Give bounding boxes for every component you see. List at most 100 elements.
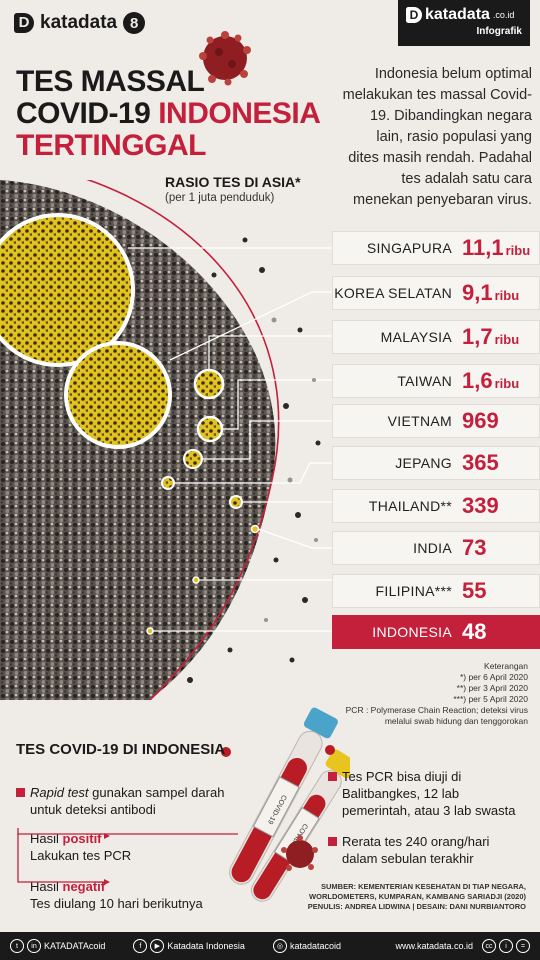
country-name: INDIA — [413, 540, 452, 556]
country-value: 73 — [462, 535, 540, 561]
brand-suffix: .co.id — [492, 10, 515, 20]
value-number: 48 — [462, 619, 487, 644]
cc-icon: cc — [482, 939, 496, 953]
value-unit: ribu — [494, 376, 520, 391]
negative-word: negatif — [62, 879, 106, 894]
linkedin-handle: KATADATAcoid — [44, 941, 106, 951]
avg-block: Rerata tes 240 orang/hari dalam sebulan … — [328, 833, 528, 867]
value-number: 339 — [462, 493, 499, 518]
footer-facebook[interactable]: f ▶ Katadata Indonesia — [133, 939, 245, 953]
india-circle — [250, 524, 260, 534]
ratio-title: RASIO TES DI ASIA* — [165, 174, 301, 190]
taiwan-circle — [196, 415, 224, 443]
country-value: 55 — [462, 578, 540, 604]
logo-mark: D — [14, 13, 34, 33]
brand-mark: D — [406, 7, 422, 23]
negative-prefix: Hasil — [30, 879, 63, 894]
note-1: *) per 6 April 2020 — [459, 672, 528, 682]
country-name: TAIWAN — [397, 373, 452, 389]
country-name: INDONESIA — [372, 624, 452, 640]
country-name: VIETNAM — [387, 413, 452, 429]
note-2: **) per 3 April 2020 — [456, 683, 528, 693]
value-number: 1,7 — [462, 324, 493, 349]
indonesia-circle — [146, 627, 154, 635]
logo-text: katadata — [40, 12, 118, 33]
positive-action: Lakukan tes PCR — [30, 848, 132, 863]
rapid-test-block: Rapid test gunakan sampel darah untuk de… — [16, 784, 226, 818]
noderivs-icon: = — [516, 939, 530, 953]
attribution-icon: i — [499, 939, 513, 953]
bullet-square — [328, 837, 337, 846]
country-row-thailand: THAILAND** 339 — [332, 489, 540, 523]
blood-drop-icon — [221, 747, 231, 757]
site-url: www.katadata.co.id — [395, 941, 473, 951]
value-unit: ribu — [494, 332, 520, 347]
intro-text: Indonesia belum optimal melakukan tes ma… — [342, 66, 532, 208]
notes: Keterangan *) per 6 April 2020 **) per 3… — [330, 661, 528, 727]
note-3: ***) per 5 April 2020 — [453, 694, 528, 704]
vietnam-circle — [183, 449, 203, 469]
positive-word: positif — [62, 831, 102, 846]
value-unit: ribu — [505, 243, 531, 258]
bullet-square — [328, 772, 337, 781]
avg-text: Rerata tes 240 orang/hari dalam sebulan … — [342, 834, 490, 866]
brand-sub: Infografik — [476, 26, 522, 37]
instagram-handle: katadatacoid — [289, 941, 341, 951]
notes-heading: Keterangan — [484, 661, 528, 671]
country-value: 1,7 ribu — [462, 324, 540, 350]
connector-taiwan — [222, 379, 332, 430]
ratio-ring — [86, 180, 280, 700]
country-value: 11,1 ribu — [462, 235, 540, 261]
country-name: SINGAPURA — [366, 240, 452, 256]
katadata-logo[interactable]: D katadata 8 — [14, 12, 146, 34]
philippines-circle — [192, 576, 200, 584]
credits-line: PENULIS: ANDREA LIDWINA | DESAIN: DANI N… — [307, 902, 526, 911]
country-value: 1,6 ribu — [462, 368, 540, 394]
tests-title: TES COVID-19 DI INDONESIA — [16, 741, 226, 758]
pcr-labs-text: Tes PCR bisa diuji di Balitbangkes, 12 l… — [342, 769, 516, 818]
value-number: 11,1 — [462, 235, 504, 260]
connector-india — [257, 528, 332, 549]
country-name: THAILAND** — [368, 498, 452, 514]
footer-site[interactable]: www.katadata.co.id cc i = — [395, 939, 530, 953]
value-number: 9,1 — [462, 280, 493, 305]
linkedin-icon: in — [27, 939, 41, 953]
country-row-jepang: JEPANG 365 — [332, 446, 540, 480]
japan-circle — [161, 476, 175, 490]
note-pcr: PCR : Polymerase Chain Reaction; deteksi… — [345, 705, 528, 726]
country-row-malaysia: MALAYSIA 1,7 ribu — [332, 320, 540, 354]
yellow-cap-icon — [325, 749, 350, 779]
title-line-1: TES MASSAL — [16, 65, 205, 98]
country-value: 9,1 ribu — [462, 280, 540, 306]
facebook-handle: Katadata Indonesia — [167, 941, 245, 951]
country-value: 365 — [462, 450, 540, 476]
flow-arrows — [17, 828, 238, 885]
page-title: TES MASSAL COVID-19 INDONESIA TERTINGGAL — [16, 65, 321, 162]
source-credits: SUMBER: KEMENTERIAN KESEHATAN DI TIAP NE… — [294, 882, 526, 912]
country-name: KOREA SELATAN — [334, 285, 452, 301]
country-value: 48 — [462, 619, 540, 645]
title-line-2-a: COVID-19 — [16, 97, 159, 130]
ratio-subtitle: (per 1 juta penduduk) — [165, 192, 275, 204]
bullet-square — [16, 788, 25, 797]
footer-linkedin[interactable]: t in KATADATAcoid — [10, 939, 105, 953]
title-line-3: TERTINGGAL — [16, 129, 207, 162]
value-unit: ribu — [494, 288, 520, 303]
singapore-circle — [0, 213, 135, 367]
source-line: SUMBER: KEMENTERIAN KESEHATAN DI TIAP NE… — [309, 882, 526, 901]
title-line-2: COVID-19 INDONESIA — [16, 97, 321, 130]
country-row-india: INDIA 73 — [332, 531, 540, 565]
connector-vietnam — [202, 420, 332, 460]
thailand-circle — [229, 495, 243, 509]
country-name: MALAYSIA — [380, 329, 452, 345]
country-row-indonesia: INDONESIA 48 — [332, 615, 540, 649]
footer-instagram[interactable]: ◎ katadatacoid — [272, 939, 341, 953]
connector-korea — [169, 291, 332, 361]
value-number: 73 — [462, 535, 487, 560]
twitter-icon: t — [10, 939, 24, 953]
brand-text: katadata — [425, 6, 490, 23]
positive-prefix: Hasil — [30, 831, 63, 846]
korea-circle — [64, 341, 172, 449]
brand-name: D katadata .co.id — [406, 6, 522, 24]
value-number: 55 — [462, 578, 487, 603]
